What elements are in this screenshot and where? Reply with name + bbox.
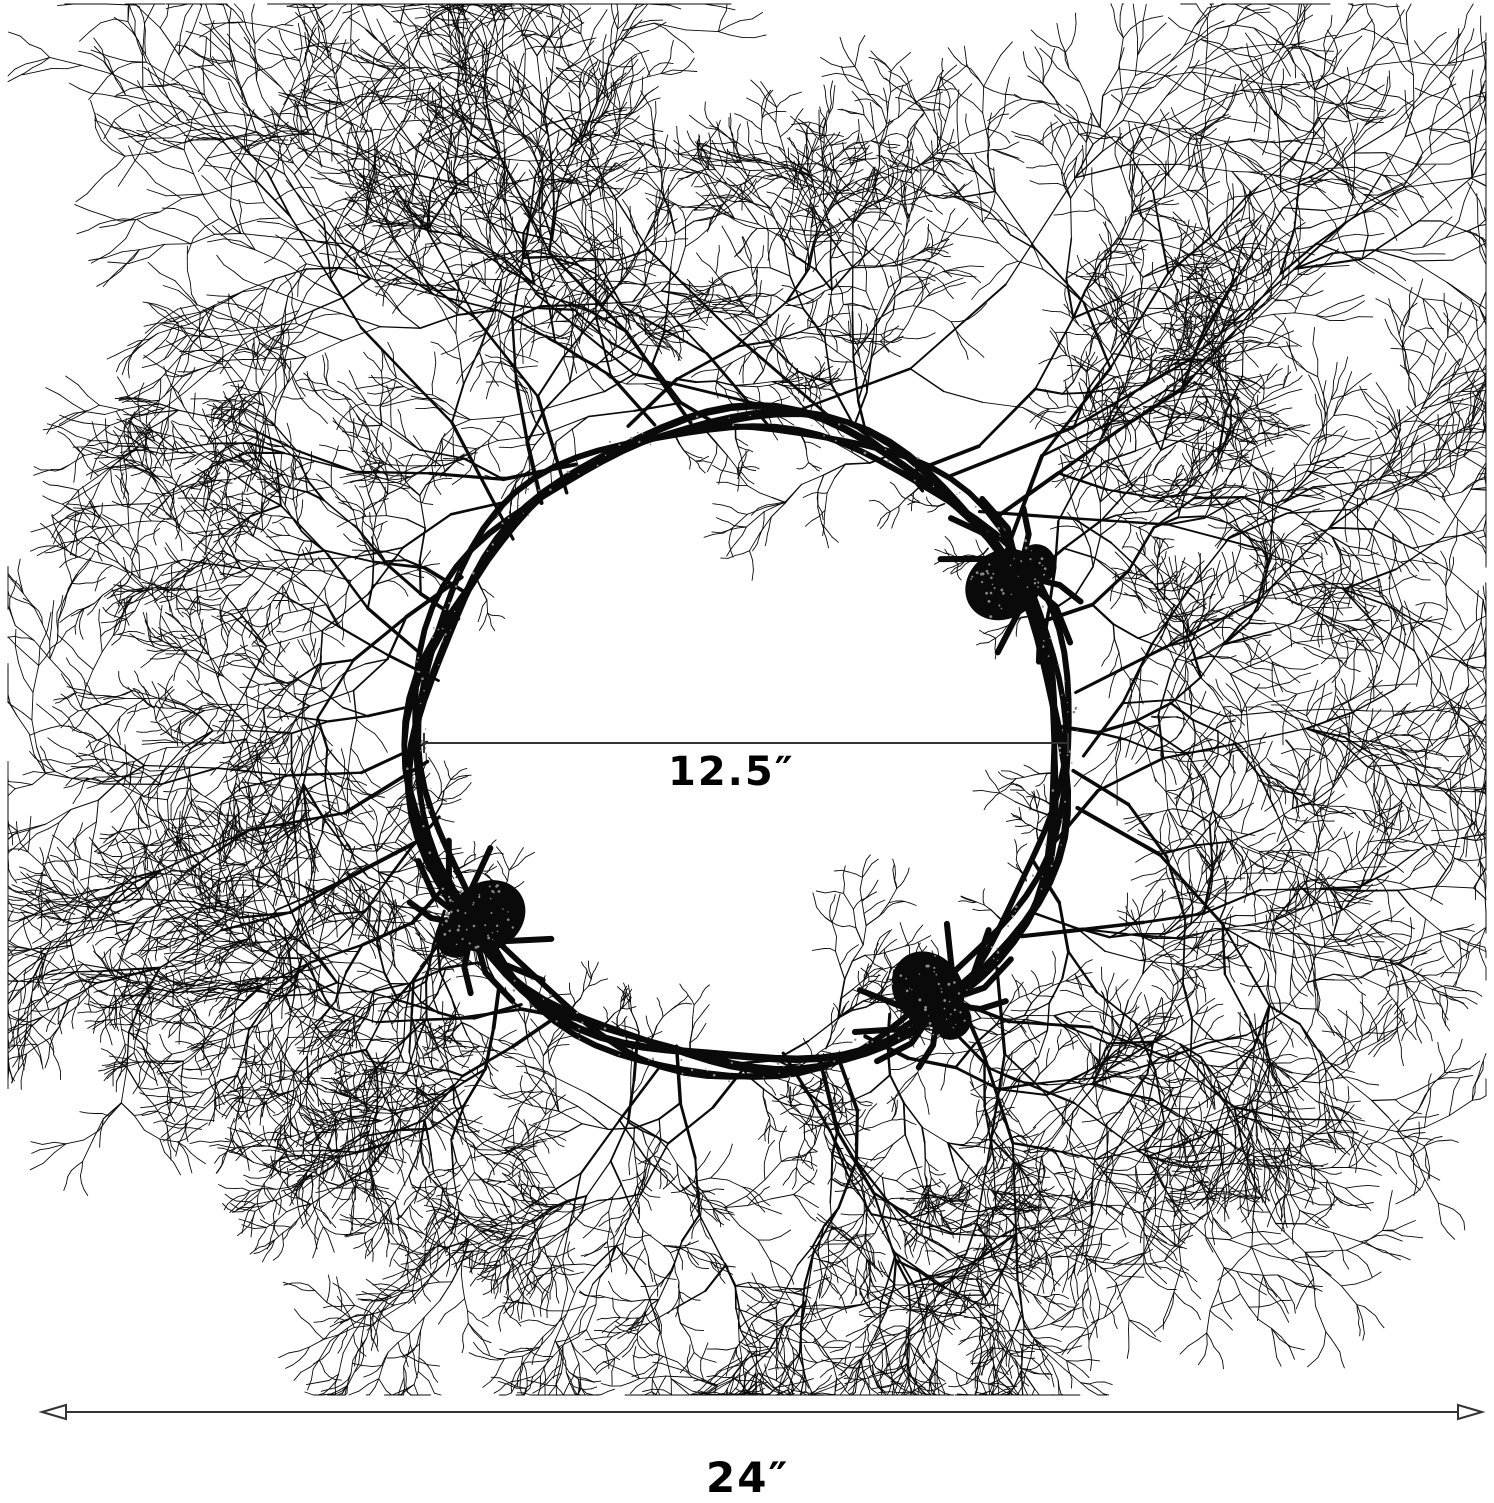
twig <box>1176 566 1177 571</box>
twig <box>1155 1176 1156 1196</box>
twig <box>1400 814 1401 821</box>
twig <box>1247 875 1248 884</box>
twig <box>1134 1264 1150 1265</box>
twig <box>1397 1002 1398 1016</box>
twig <box>1398 987 1399 1001</box>
twig <box>1363 810 1370 811</box>
twig <box>1438 1141 1445 1142</box>
twig <box>1449 384 1450 393</box>
twig <box>1372 1100 1396 1101</box>
twig <box>1247 884 1248 893</box>
twig <box>1175 556 1176 561</box>
twig <box>1314 794 1315 801</box>
twig <box>966 1147 973 1148</box>
twig <box>1309 822 1316 823</box>
twig <box>1405 635 1406 640</box>
twig <box>1038 1338 1044 1339</box>
twig <box>1393 934 1402 935</box>
twig <box>1129 1320 1130 1330</box>
twig <box>1215 833 1216 841</box>
twig <box>1454 791 1472 792</box>
twig <box>1445 1140 1452 1141</box>
twig <box>1197 1132 1203 1133</box>
twig <box>1338 1131 1348 1132</box>
twig <box>1093 1178 1094 1188</box>
twig <box>1204 1072 1205 1079</box>
twig <box>828 1308 836 1309</box>
twig <box>1206 954 1217 955</box>
twig <box>1460 763 1461 777</box>
twig <box>1397 842 1403 843</box>
twig <box>1119 1170 1128 1171</box>
twig <box>938 1053 946 1054</box>
twig <box>1425 755 1426 766</box>
twig <box>1287 852 1298 853</box>
twig <box>1450 560 1451 570</box>
twig <box>1006 1070 1015 1071</box>
twig <box>1055 1352 1061 1353</box>
twig <box>1022 1370 1023 1387</box>
twig <box>1300 1009 1316 1010</box>
twig <box>1206 873 1207 882</box>
twig <box>1411 928 1412 938</box>
twig <box>978 1271 979 1282</box>
twig <box>1245 1179 1246 1187</box>
twig <box>1410 615 1411 623</box>
twig <box>1192 885 1193 891</box>
twig <box>1173 1109 1186 1110</box>
twig <box>1257 1169 1262 1170</box>
twig <box>1242 1120 1243 1127</box>
twig <box>958 1394 966 1395</box>
twig <box>1316 996 1317 1009</box>
twig <box>1219 893 1242 894</box>
twig <box>1330 813 1338 814</box>
twig <box>1372 941 1385 942</box>
twig <box>1257 1127 1258 1136</box>
twig <box>1068 1307 1075 1308</box>
twig <box>1317 992 1318 1002</box>
twig <box>1127 1174 1151 1175</box>
twig <box>1328 806 1346 807</box>
twig <box>1255 916 1256 922</box>
twig <box>1438 414 1439 426</box>
twig <box>1328 811 1337 812</box>
twig <box>970 1143 977 1144</box>
twig <box>1061 1256 1071 1257</box>
twig <box>1400 735 1408 736</box>
twig <box>1290 979 1291 994</box>
